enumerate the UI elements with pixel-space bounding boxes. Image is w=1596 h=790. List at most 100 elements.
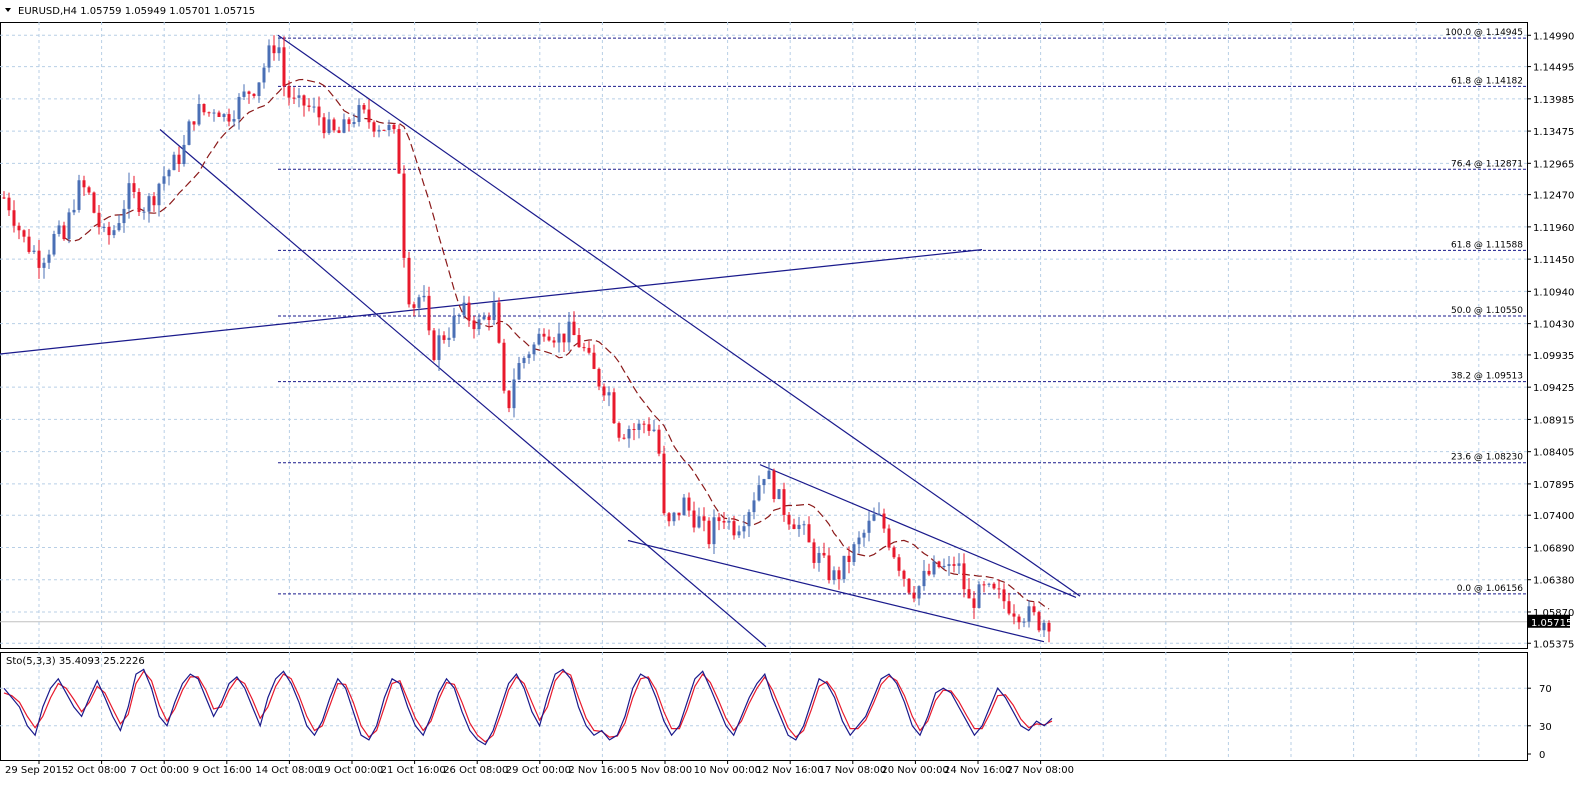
candle-body bbox=[772, 470, 776, 500]
price-tick-label: 1.08915 bbox=[1533, 415, 1574, 426]
candle-body bbox=[862, 532, 866, 538]
candle-body bbox=[102, 226, 106, 228]
candle-body bbox=[682, 497, 686, 516]
candle-body bbox=[397, 129, 401, 174]
fib-level-label: 61.8 @ 1.11588 bbox=[1451, 240, 1523, 250]
candle-body bbox=[387, 124, 391, 131]
candle-body bbox=[377, 129, 381, 132]
candle-body bbox=[697, 516, 701, 528]
candle-body bbox=[482, 316, 486, 320]
candle-body bbox=[257, 82, 261, 97]
candle-body bbox=[567, 321, 571, 343]
candle-body bbox=[192, 121, 196, 125]
candle-body bbox=[317, 106, 321, 118]
candle-body bbox=[647, 424, 651, 431]
candle-body bbox=[662, 453, 666, 514]
channel-upper-line[interactable] bbox=[277, 34, 1081, 597]
candle-body bbox=[447, 337, 451, 340]
candle-body bbox=[342, 119, 346, 133]
candle-body bbox=[907, 578, 911, 593]
candle-body bbox=[782, 489, 786, 515]
candle-body bbox=[402, 173, 406, 258]
candle-body bbox=[707, 520, 711, 545]
candle-body bbox=[162, 176, 166, 184]
price-tick-label: 1.07895 bbox=[1533, 480, 1574, 491]
candle-body bbox=[32, 250, 36, 252]
candle-body bbox=[82, 180, 86, 188]
candle-body bbox=[372, 122, 376, 132]
candle-body bbox=[47, 254, 51, 263]
axes: 1.14990 1.14495 1.13985 1.13475 1.12965 1.124… bbox=[5, 8, 1574, 776]
candle-body bbox=[437, 335, 441, 360]
candle-body bbox=[732, 521, 736, 536]
trend-lines[interactable] bbox=[0, 34, 1081, 648]
candle-body bbox=[797, 524, 801, 529]
symbol-dropdown-icon[interactable] bbox=[5, 8, 11, 12]
candle-body bbox=[822, 552, 826, 556]
candle-body bbox=[777, 489, 781, 500]
ma-line bbox=[63, 78, 1050, 610]
candle-body bbox=[557, 333, 561, 343]
time-tick-label: 14 Oct 08:00 bbox=[255, 765, 320, 776]
candle-body bbox=[227, 114, 231, 122]
time-tick-label: 7 Oct 00:00 bbox=[130, 765, 189, 776]
current-price-tag bbox=[1528, 614, 1570, 628]
candle-body bbox=[57, 225, 61, 234]
time-tick-label: 27 Nov 08:00 bbox=[1007, 765, 1074, 776]
time-tick-label: 2 Oct 08:00 bbox=[68, 765, 127, 776]
channel-lower-line[interactable] bbox=[159, 129, 767, 648]
candle-body bbox=[622, 437, 626, 439]
candle-body bbox=[847, 555, 851, 562]
candle-body bbox=[892, 547, 896, 558]
fib-level-label: 0.0 @ 1.06156 bbox=[1457, 584, 1524, 594]
candle-body bbox=[232, 119, 236, 122]
candle-body bbox=[197, 103, 201, 125]
stoch-main-line bbox=[3, 668, 1053, 746]
candle-body bbox=[222, 114, 226, 117]
candle-body bbox=[507, 390, 511, 409]
candle-body bbox=[917, 586, 921, 599]
candle-body bbox=[517, 363, 521, 380]
candle-body bbox=[667, 513, 671, 522]
stoch-signal-line bbox=[3, 670, 1053, 743]
price-tick-label: 1.13985 bbox=[1533, 95, 1574, 106]
candle-body bbox=[492, 302, 496, 321]
fib-level-label: 61.8 @ 1.14182 bbox=[1451, 76, 1523, 86]
candle-body bbox=[267, 45, 271, 68]
stochastic-panel: 70 30 0 bbox=[0, 668, 1552, 761]
candle-body bbox=[692, 510, 696, 528]
wedge-lower-line[interactable] bbox=[627, 539, 1045, 643]
candle-body bbox=[767, 470, 771, 480]
candle-body bbox=[757, 485, 761, 501]
time-tick-label: 10 Nov 00:00 bbox=[694, 765, 761, 776]
candle-body bbox=[77, 180, 81, 210]
candle-body bbox=[912, 592, 916, 599]
price-tick-label: 1.13475 bbox=[1533, 127, 1574, 138]
candles bbox=[2, 35, 1051, 643]
candle-body bbox=[207, 112, 211, 114]
candle-body bbox=[597, 368, 601, 387]
candle-body bbox=[992, 583, 996, 589]
fibonacci-retracement[interactable]: 100.0 @ 1.14945 61.8 @ 1.14182 76.4 @ 1.12… bbox=[278, 28, 1527, 595]
candle-body bbox=[187, 121, 191, 145]
candle-body bbox=[787, 514, 791, 525]
ascending-trend-line[interactable] bbox=[0, 249, 983, 355]
candle-body bbox=[882, 513, 886, 529]
moving-average bbox=[63, 78, 1050, 610]
price-tick-label: 1.08405 bbox=[1533, 448, 1574, 459]
candle-body bbox=[947, 564, 951, 566]
candle-body bbox=[252, 93, 256, 97]
wedge-upper-line[interactable] bbox=[759, 464, 1077, 598]
candle-body bbox=[302, 95, 306, 106]
candle-body bbox=[142, 211, 146, 213]
candle-body bbox=[357, 105, 361, 122]
price-tick-label: 1.05375 bbox=[1533, 639, 1574, 650]
candle-body bbox=[642, 423, 646, 425]
fib-level-label: 100.0 @ 1.14945 bbox=[1445, 28, 1523, 38]
candle-body bbox=[722, 521, 726, 523]
candle-body bbox=[177, 154, 181, 165]
candle-body bbox=[457, 314, 461, 316]
candle-body bbox=[712, 517, 716, 545]
candle-body bbox=[42, 262, 46, 268]
candle-body bbox=[752, 500, 756, 513]
